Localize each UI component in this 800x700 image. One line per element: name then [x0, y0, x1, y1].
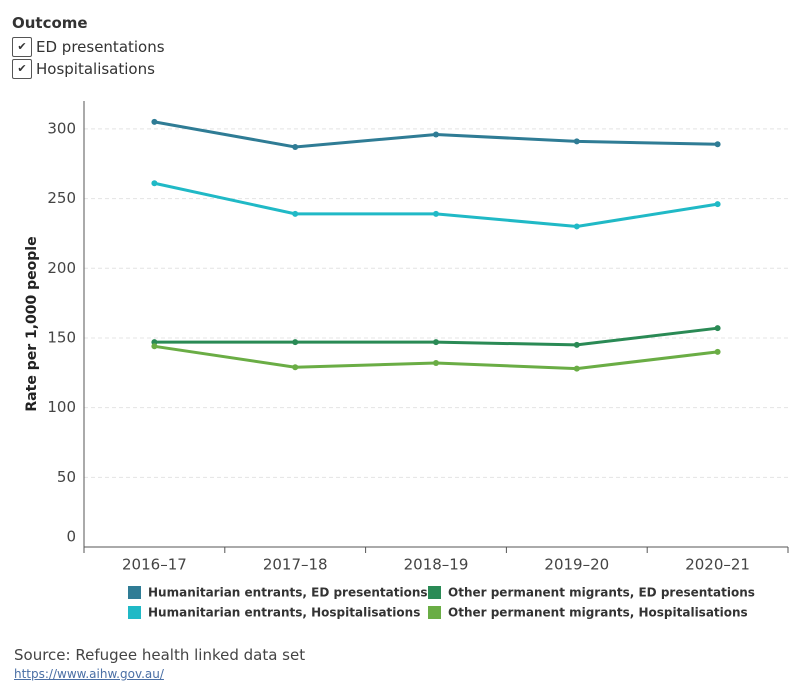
point — [714, 325, 721, 332]
checkbox[interactable]: ✔ — [12, 59, 32, 79]
legend-swatch — [428, 586, 441, 599]
point — [151, 180, 158, 187]
source-link[interactable]: https://www.aihw.gov.au/ — [14, 667, 164, 681]
point — [151, 118, 158, 125]
point — [433, 210, 439, 217]
point — [433, 339, 439, 346]
checkbox[interactable]: ✔ — [12, 37, 32, 57]
point — [292, 339, 299, 346]
filter-panel: Outcome ✔ ED presentations ✔ Hospitalisati… — [12, 14, 165, 80]
legend-label: Other permanent migrants, ED presentatio… — [448, 586, 755, 600]
legend-swatch — [128, 586, 141, 599]
y-tick-label: 100 — [47, 398, 76, 416]
point — [292, 364, 299, 371]
option-label: ED presentations — [36, 38, 165, 56]
x-tick-label: 2020–21 — [685, 556, 750, 574]
legend-label: Humanitarian entrants, Hospitalisations — [148, 606, 420, 620]
point — [573, 365, 580, 372]
y-tick-label: 150 — [47, 328, 76, 346]
x-tick-label: 2019–20 — [544, 556, 609, 574]
point — [573, 223, 580, 230]
legend-label: Humanitarian entrants, ED presentations — [148, 586, 428, 600]
source: Source: Refugee health linked data set — [14, 646, 306, 664]
point — [292, 143, 299, 150]
chart: Rate per 1,000 people 0 50 100 150 200 250 300… — [24, 101, 789, 620]
point — [433, 131, 439, 138]
point — [573, 138, 580, 145]
y-tick-label: 250 — [47, 189, 76, 207]
point — [714, 141, 721, 148]
filter-option[interactable]: ✔ Hospitalisations — [12, 58, 165, 80]
point — [714, 201, 721, 208]
x-tick-label: 2016–17 — [122, 556, 187, 574]
x-tick-label: 2017–18 — [263, 556, 328, 574]
filter-option[interactable]: ✔ ED presentations — [12, 36, 165, 58]
point — [714, 348, 721, 355]
y-tick-label: 50 — [57, 468, 76, 486]
y-tick-label: 0 — [66, 528, 76, 546]
point — [433, 360, 439, 367]
option-label: Hospitalisations — [36, 60, 155, 78]
legend-swatch — [428, 606, 441, 619]
point — [292, 210, 299, 217]
point — [573, 341, 580, 348]
point — [151, 343, 158, 350]
filter-title: Outcome — [12, 14, 88, 32]
y-tick-label: 300 — [47, 119, 76, 137]
y-axis-title: Rate per 1,000 people — [24, 236, 40, 411]
line-series — [154, 181, 718, 228]
y-tick-label: 200 — [47, 259, 76, 277]
point — [151, 339, 158, 346]
legend-swatch — [128, 606, 141, 619]
legend-label: Other permanent migrants, Hospitalisatio… — [448, 606, 748, 620]
x-tick-label: 2018–19 — [404, 556, 469, 574]
